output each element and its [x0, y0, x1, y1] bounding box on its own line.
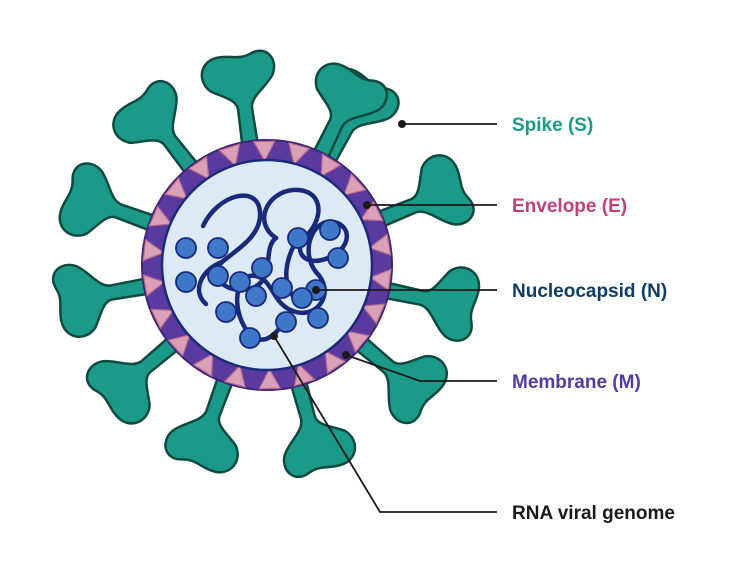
spike — [344, 328, 449, 425]
envelope-triangle — [361, 303, 386, 325]
nucleocapsid-ball — [229, 271, 251, 293]
envelope-proteins — [142, 140, 392, 390]
envelope-triangle — [359, 200, 384, 222]
nucleocapsid-ball — [207, 237, 229, 259]
nucleocapsid-ball — [215, 301, 237, 323]
label-nucleocapsid: Nucleocapsid (N) — [512, 281, 667, 302]
label-membrane: Membrane (M) — [512, 372, 641, 393]
label-spike: Spike (S) — [512, 115, 593, 136]
envelope-triangle — [252, 140, 276, 163]
nucleocapsid-ball — [175, 271, 197, 293]
envelope-triangle — [142, 274, 166, 297]
envelope-triangle — [368, 233, 392, 256]
spike — [164, 364, 239, 474]
label-envelope: Envelope (E) — [512, 196, 627, 217]
envelope-triangle — [142, 238, 166, 262]
envelope-leader-dot — [363, 201, 371, 209]
envelope-triangle — [150, 308, 175, 330]
nucleocapsid-ball — [175, 237, 197, 259]
membrane-leader-dot — [342, 351, 350, 359]
envelope-triangle — [343, 173, 367, 196]
envelope-triangle — [346, 330, 371, 354]
nucleocapsid-ball — [271, 277, 293, 299]
nucleocapsid-ball — [245, 285, 267, 307]
nucleocapsid-ball — [239, 327, 261, 349]
envelope-triangle — [320, 153, 342, 178]
spike — [364, 154, 475, 233]
spike — [85, 328, 190, 425]
nucleocapsid-ball — [207, 265, 229, 287]
rna-leader-line — [273, 335, 497, 513]
envelope-triangle — [368, 268, 392, 292]
spike — [112, 79, 207, 185]
spike — [200, 49, 276, 159]
spike — [58, 162, 168, 237]
spike — [371, 266, 481, 342]
nucleocapsid-ball — [287, 227, 309, 249]
spike-leader-dot — [398, 120, 406, 128]
spike-proteins — [51, 49, 481, 479]
nucleocapsid-ball — [307, 307, 329, 329]
nucleocapsid-ball — [275, 311, 297, 333]
envelope-triangle — [324, 350, 347, 375]
envelope-triangle — [288, 142, 311, 166]
nucleocapsid-ball — [291, 287, 313, 309]
envelope-triangle — [218, 143, 241, 168]
envelope-triangle — [223, 364, 246, 388]
envelope-triangle — [192, 352, 214, 377]
rna-leader-dot — [270, 332, 278, 340]
envelope-triangle — [148, 205, 173, 227]
envelope-triangle — [187, 155, 210, 180]
membrane-leader-line — [345, 354, 497, 382]
nucleocapsid-leader-dot — [312, 286, 320, 294]
leader-dots — [270, 120, 406, 359]
nucleocapsid-ball — [319, 219, 341, 241]
nucleocapsid-ball — [327, 247, 349, 269]
envelope-triangle — [163, 176, 188, 200]
spike — [306, 62, 388, 171]
envelope-triangle — [167, 334, 191, 357]
label-rna-genome: RNA viral genome — [512, 503, 675, 524]
spike — [282, 367, 357, 479]
leader-lines — [273, 123, 497, 513]
envelope-triangle — [258, 367, 282, 390]
spike — [51, 263, 162, 338]
nucleocapsid-ball — [251, 257, 273, 279]
